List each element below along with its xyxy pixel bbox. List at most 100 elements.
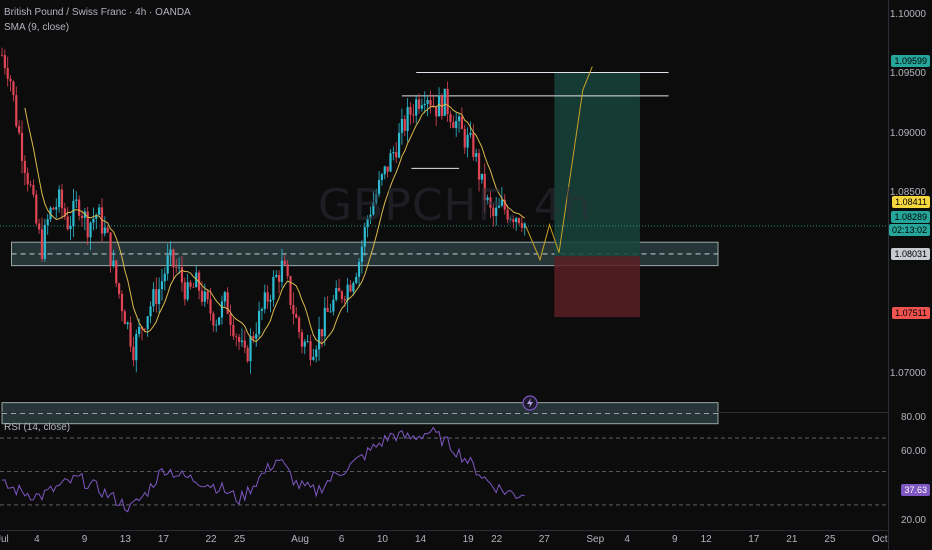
projection-line[interactable] bbox=[525, 66, 593, 262]
candle-body bbox=[89, 222, 92, 238]
candle-body bbox=[152, 289, 155, 307]
candle-body bbox=[380, 174, 384, 180]
time-tick-2: 4 bbox=[34, 534, 40, 545]
candle-body bbox=[115, 260, 118, 284]
candle-body bbox=[317, 329, 321, 350]
time-tick-21: 25 bbox=[824, 534, 836, 545]
candle-body bbox=[432, 105, 435, 107]
candle-body bbox=[335, 288, 338, 300]
candle-body bbox=[506, 209, 509, 220]
candle-body bbox=[3, 55, 6, 69]
candle-body bbox=[509, 218, 512, 220]
candle-body bbox=[69, 225, 72, 230]
candle-body bbox=[346, 284, 349, 301]
candle-body bbox=[255, 334, 258, 339]
candle-body bbox=[320, 329, 324, 337]
candle-body bbox=[460, 116, 463, 130]
price-tick-4: 1.08500 bbox=[889, 187, 926, 198]
time-tick-14: 27 bbox=[538, 534, 550, 545]
time-tick-19: 17 bbox=[748, 534, 760, 545]
candle-body bbox=[58, 189, 61, 207]
candle-body bbox=[52, 207, 55, 210]
candle-body bbox=[280, 260, 284, 282]
candle-body bbox=[289, 276, 292, 306]
candle-body bbox=[189, 282, 192, 287]
rsi-polyline bbox=[1, 426, 525, 513]
candle-body bbox=[226, 292, 229, 314]
candle-body bbox=[66, 216, 69, 230]
candle-body bbox=[477, 153, 481, 180]
time-tick-10: 10 bbox=[376, 534, 388, 545]
candle-body bbox=[178, 267, 181, 269]
time-tick-6: 22 bbox=[205, 534, 217, 545]
time-tick-8: Aug bbox=[291, 534, 309, 545]
candle-body bbox=[517, 218, 521, 224]
candle-body bbox=[412, 114, 415, 116]
candle-body bbox=[26, 172, 29, 185]
candle-body bbox=[169, 249, 172, 256]
time-tick-20: 21 bbox=[786, 534, 798, 545]
candle-body bbox=[83, 211, 86, 218]
candle-body bbox=[497, 205, 501, 208]
candle-body bbox=[23, 160, 26, 173]
candle-body bbox=[269, 299, 272, 302]
sma-polyline bbox=[24, 103, 525, 345]
candle-body bbox=[246, 347, 249, 362]
candle-body bbox=[86, 211, 89, 238]
candle-body bbox=[472, 132, 475, 157]
candle-body bbox=[237, 336, 241, 342]
candle-body bbox=[203, 291, 206, 302]
lightning-icon[interactable] bbox=[522, 395, 538, 411]
candle-body bbox=[35, 194, 38, 224]
candle-body bbox=[466, 134, 469, 148]
horizontal-lines[interactable] bbox=[0, 72, 888, 227]
candle-body bbox=[340, 291, 344, 300]
candle-body bbox=[352, 282, 355, 292]
candle-body bbox=[257, 310, 261, 335]
candle-body bbox=[423, 103, 426, 106]
candle-body bbox=[435, 106, 438, 117]
candle-body bbox=[429, 99, 432, 106]
candle-body bbox=[315, 349, 318, 357]
candle-body bbox=[206, 291, 209, 300]
candle-body bbox=[275, 275, 278, 277]
candle-body bbox=[243, 340, 246, 348]
candle-body bbox=[75, 199, 78, 201]
candle-body bbox=[163, 273, 166, 282]
candle-body bbox=[192, 286, 195, 288]
support-zone-2 bbox=[1, 402, 719, 425]
candle-body bbox=[500, 199, 503, 206]
candle-body bbox=[135, 333, 138, 361]
candle-body bbox=[455, 121, 458, 128]
candle-body bbox=[395, 152, 398, 158]
bar-countdown-badge: 02:13:02 bbox=[888, 224, 930, 236]
candle-body bbox=[80, 215, 84, 218]
sma-indicator-label[interactable]: SMA (9, close) bbox=[4, 22, 70, 33]
candle-body bbox=[329, 311, 332, 313]
candle-body bbox=[249, 335, 252, 362]
candle-body bbox=[183, 282, 186, 300]
rsi-indicator-label[interactable]: RSI (14, close) bbox=[4, 422, 71, 433]
rsi-panel-plot bbox=[0, 426, 888, 513]
candle-body bbox=[403, 118, 406, 131]
high-line-badge: 1.08411 bbox=[892, 196, 930, 208]
time-tick-18: 12 bbox=[700, 534, 712, 545]
candle-series bbox=[0, 47, 526, 374]
candle-body bbox=[306, 341, 309, 342]
candle-body bbox=[475, 153, 478, 157]
candle-body bbox=[272, 276, 275, 300]
candle-body bbox=[43, 224, 46, 259]
candle-body bbox=[400, 118, 404, 133]
candle-body bbox=[0, 54, 4, 56]
candle-body bbox=[209, 299, 212, 314]
time-tick-1: Jul bbox=[0, 534, 9, 545]
long-position-tool[interactable] bbox=[554, 72, 640, 318]
symbol-title[interactable]: British Pound / Swiss Franc · 4h · OANDA bbox=[4, 7, 191, 18]
candle-body bbox=[143, 328, 146, 330]
candle-body bbox=[300, 332, 304, 347]
time-tick-7: 25 bbox=[234, 534, 246, 545]
candle-body bbox=[392, 152, 395, 154]
time-tick-22: Oct bbox=[872, 534, 888, 545]
target-price-badge: 1.09599 bbox=[891, 55, 930, 67]
